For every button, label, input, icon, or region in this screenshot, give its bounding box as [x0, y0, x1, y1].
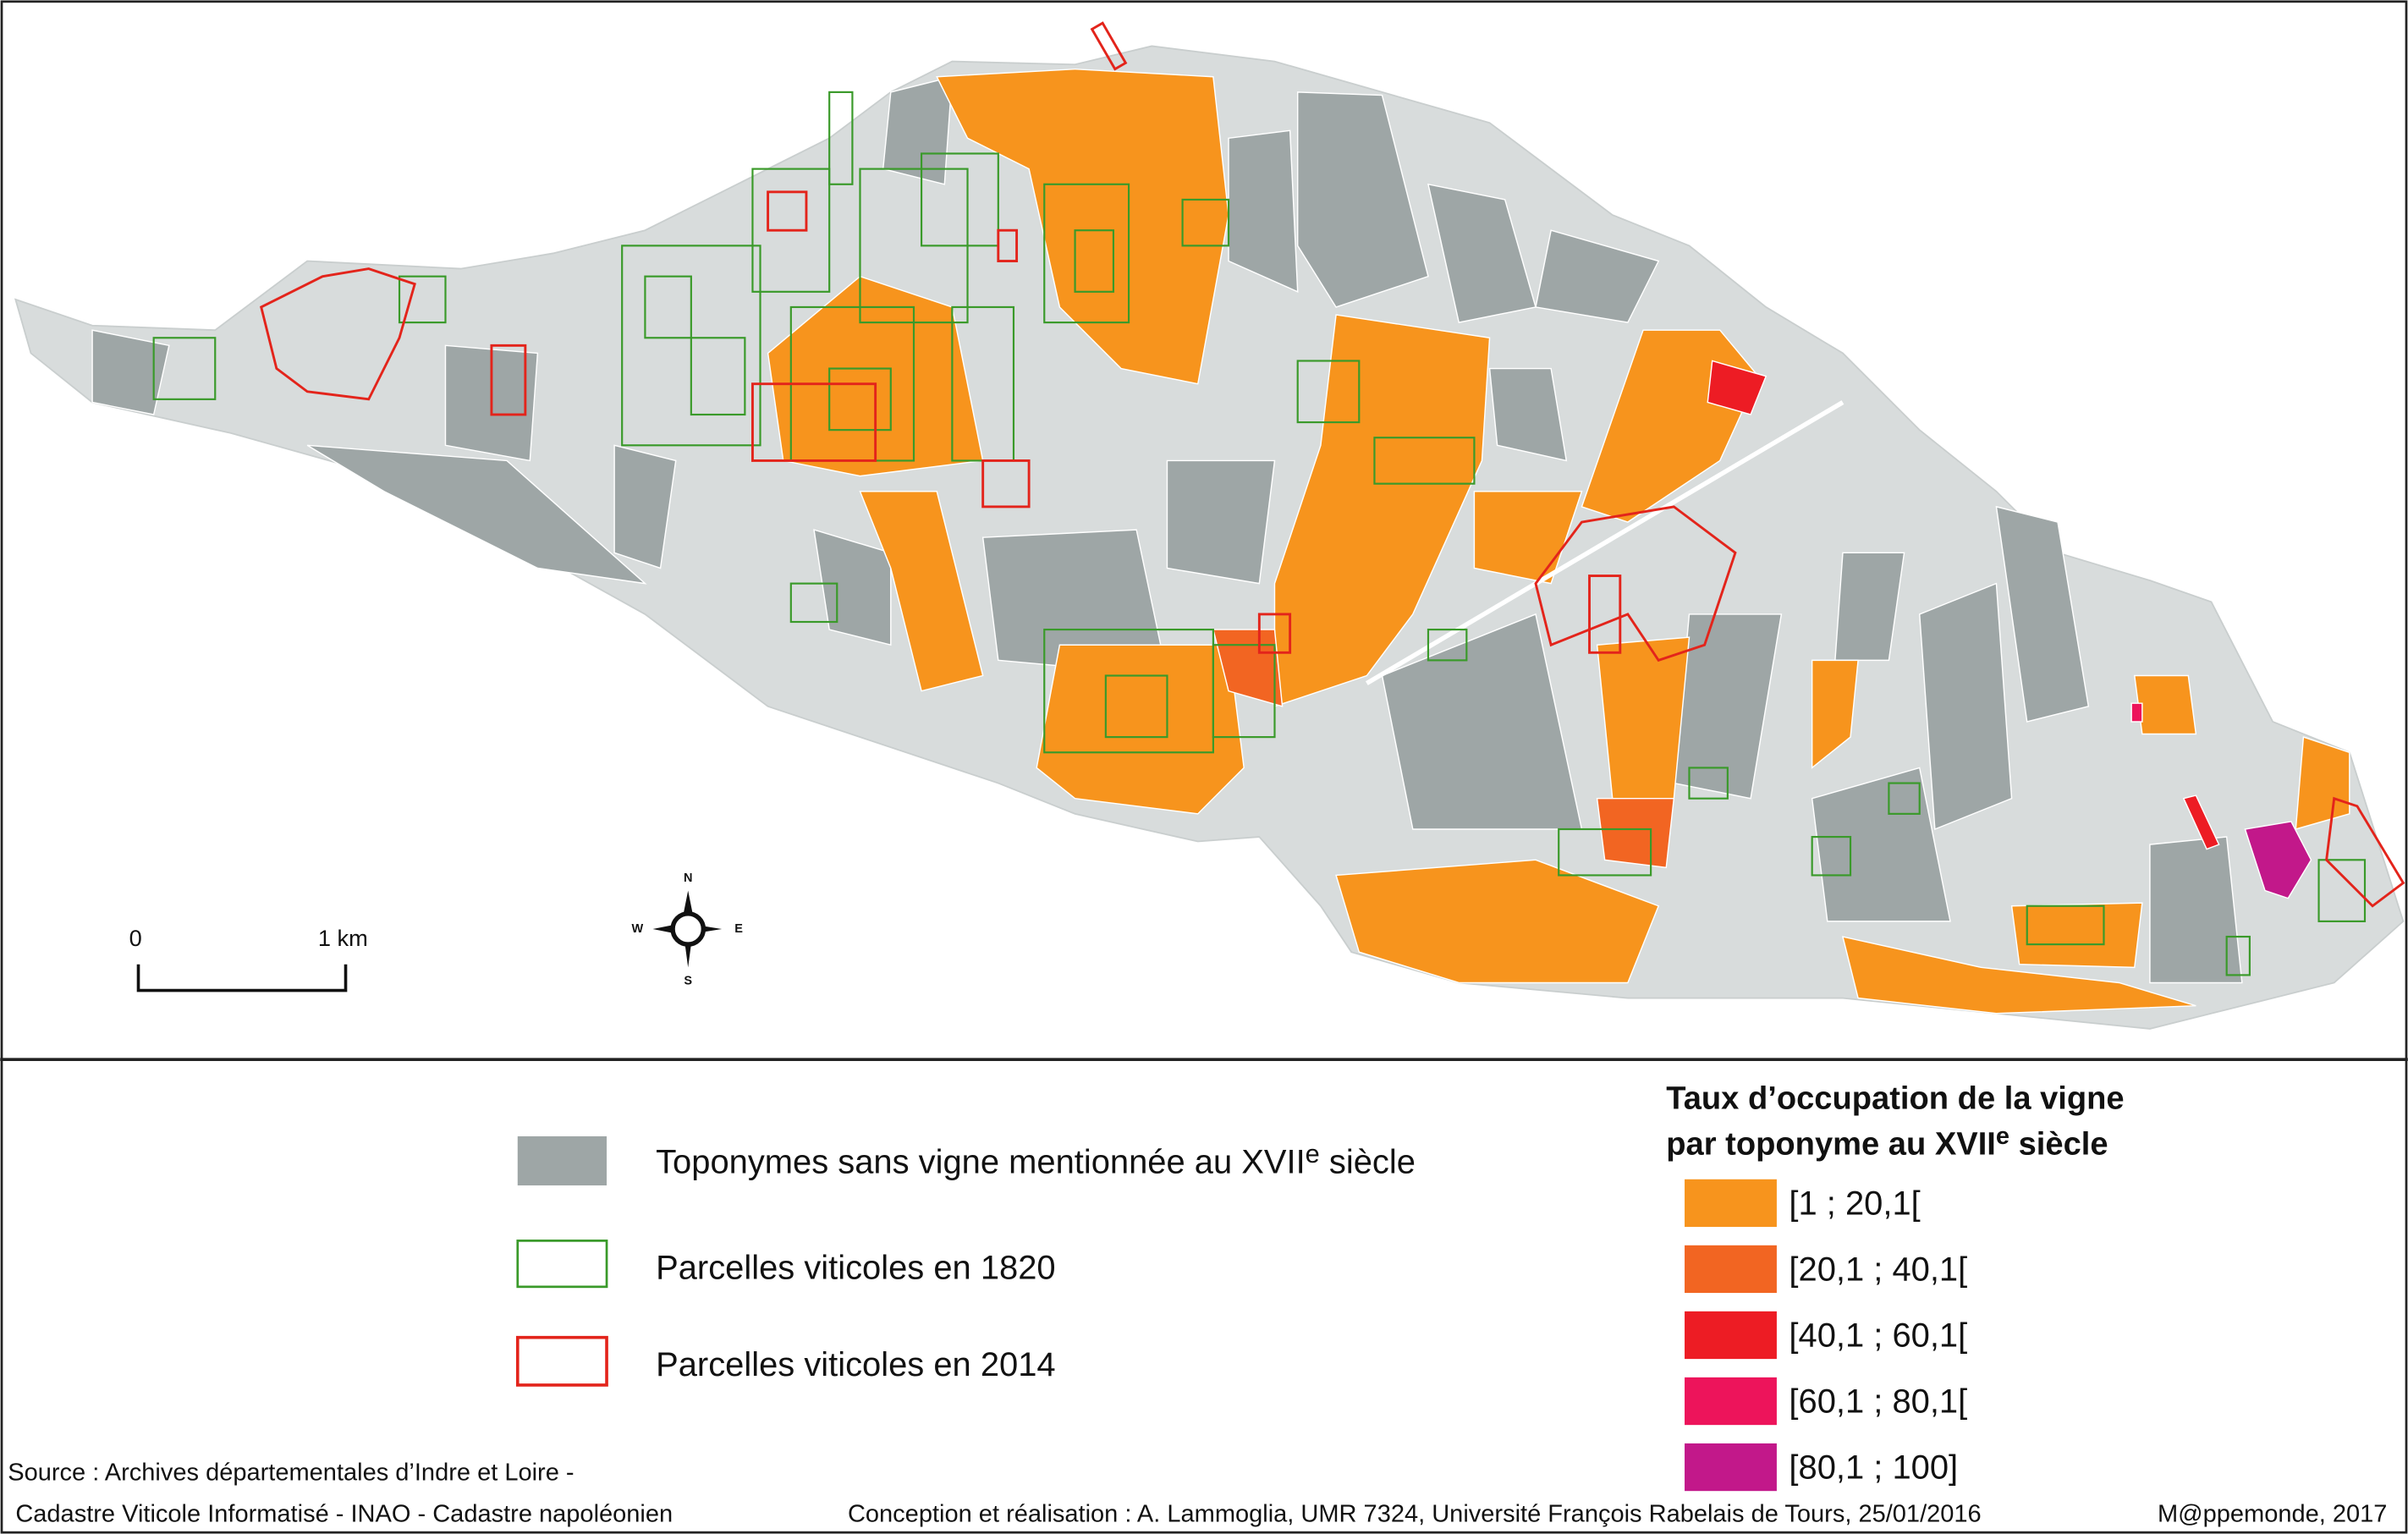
- class-label: [40,1 ; 60,1[: [1789, 1317, 1967, 1355]
- parcel-gray: [306, 444, 647, 585]
- parcel-class-1: [1841, 936, 2196, 1014]
- class-label: [60,1 ; 80,1[: [1789, 1383, 1967, 1421]
- class-swatch: [1685, 1179, 1777, 1228]
- legend-label-part: Toponymes sans vigne mentionnée au XVII: [656, 1144, 1306, 1181]
- scale-bar: 0 1 km: [129, 925, 368, 992]
- legend-title-part: par toponyme au XVII: [1666, 1127, 1996, 1163]
- parcel-class-2: [1596, 797, 1675, 869]
- parcel-class-1: [1335, 859, 1660, 984]
- credits: Conception et réalisation : A. Lammoglia…: [848, 1500, 1982, 1527]
- legend-title-part: siècle: [2009, 1127, 2108, 1163]
- scale-label: 0: [129, 925, 142, 951]
- publisher: M@ppemonde, 2017: [2158, 1500, 2387, 1527]
- parcel-class-1: [1473, 491, 1583, 585]
- parcel-class-3: [2182, 794, 2220, 850]
- legend: Toponymes sans vigne mentionnée au XVIIe…: [515, 1135, 1416, 1387]
- parcel-class-1: [1811, 659, 1859, 769]
- parcel-gray: [613, 444, 677, 569]
- parcel-gray: [1296, 91, 1429, 308]
- legend-label: Parcelles viticoles en 2014: [656, 1346, 1055, 1383]
- compass-n: N: [684, 871, 692, 885]
- scale-line: [136, 964, 348, 992]
- legend-title-sup: e: [1996, 1123, 2009, 1150]
- parcel-class-1: [1273, 314, 1491, 707]
- road: [1365, 400, 1844, 685]
- parcel-gray: [813, 529, 892, 646]
- class-swatch: [1685, 1377, 1777, 1426]
- compass-ring: [670, 911, 706, 947]
- parcel-gray: [1834, 552, 1905, 662]
- parcel-gray: [1535, 229, 1660, 323]
- parcel-gray: [91, 329, 170, 415]
- legend-title: par toponyme au XVIIe siècle: [1666, 1123, 2108, 1163]
- compass-e: E: [734, 922, 743, 936]
- compass-w: W: [631, 922, 643, 936]
- class-label: [20,1 ; 40,1[: [1789, 1251, 1967, 1289]
- parcel-gray: [1995, 505, 2090, 723]
- parcel-class-1: [859, 491, 984, 692]
- parcel-gray: [1811, 767, 1951, 922]
- legend-label-sup: e: [1306, 1139, 1320, 1168]
- legend-label: Toponymes sans vigne mentionnée au XVIIe…: [656, 1139, 1416, 1181]
- class-label: [80,1 ; 100]: [1789, 1449, 1958, 1487]
- compass: N S E W: [631, 871, 743, 988]
- parcel-gray: [1166, 459, 1276, 585]
- parcel-class-1: [2133, 674, 2197, 735]
- class-swatch: [1685, 1245, 1777, 1294]
- parcel-class-2: [1212, 629, 1284, 707]
- scale-label: 1 km: [318, 925, 368, 951]
- parcel-class-1: [2010, 902, 2143, 969]
- legend-title: Taux d’occupation de la vigne: [1666, 1080, 2124, 1116]
- parcel-gray: [1918, 582, 2013, 831]
- parcel-class-5: [2244, 821, 2312, 899]
- vine-parcels-2014: [260, 21, 2405, 908]
- parcel-class-4: [2130, 702, 2143, 723]
- parcel-gray: [882, 75, 954, 185]
- legend-swatch: [515, 1335, 608, 1387]
- class-swatch: [1685, 1443, 1777, 1492]
- source: Source : Archives départementales d’Indr…: [8, 1459, 574, 1486]
- parcel-gray: [2149, 836, 2243, 984]
- compass-s: S: [684, 974, 692, 987]
- parcel-gray: [1488, 367, 1568, 462]
- class-swatch: [1685, 1311, 1777, 1360]
- class-legend: Taux d’occupation de la vigne par topony…: [1666, 1080, 2125, 1492]
- legend-label: Parcelles viticoles en 1820: [656, 1250, 1055, 1287]
- source: Cadastre Viticole Informatisé - INAO - C…: [15, 1500, 673, 1527]
- legend-label-part: siècle: [1320, 1144, 1416, 1181]
- map: [14, 21, 2405, 1030]
- parcel-class-3: [1707, 360, 1768, 415]
- class-label: [1 ; 20,1[: [1789, 1185, 1920, 1223]
- legend-swatch: [517, 1135, 607, 1186]
- parcel-class-1: [1596, 636, 1691, 800]
- parcel-class-1: [2295, 736, 2350, 830]
- vine-parcels-1820: [152, 91, 2367, 976]
- legend-swatch: [516, 1240, 608, 1289]
